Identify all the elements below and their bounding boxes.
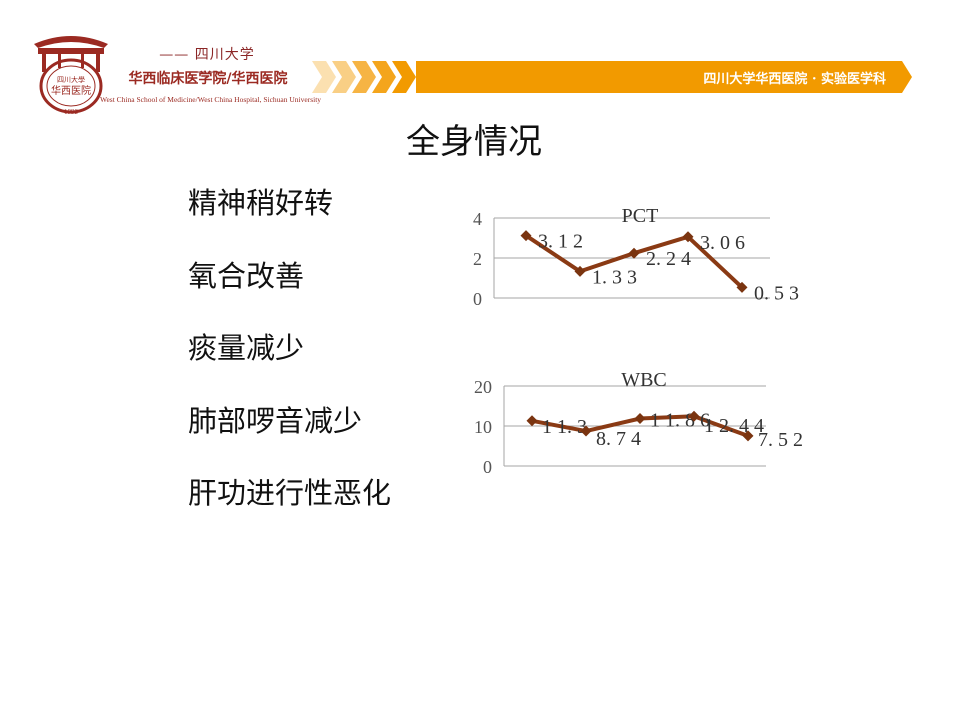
y-tick-label: 2 <box>473 249 482 269</box>
school-name-cn: 华西临床医学院/华西医院 <box>128 71 288 87</box>
data-label: 1 1. 8 6 <box>650 410 710 432</box>
data-point-marker <box>634 413 646 425</box>
data-label: 7. 5 2 <box>758 429 803 451</box>
data-label: 0. 5 3 <box>754 282 799 304</box>
slide-title: 全身情况 <box>406 122 542 162</box>
data-point-marker <box>628 247 640 259</box>
chart-title: PCT <box>622 205 659 227</box>
school-name-en: West China School of Medicine/West China… <box>100 95 322 104</box>
bullet-item: 痰量减少 <box>188 331 305 365</box>
svg-text:四川大學: 四川大學 <box>57 75 85 84</box>
banner-text: 四川大学华西医院 · 实验医学科 <box>703 72 886 87</box>
school-name-top: —— 四川大学 —— <box>159 47 255 80</box>
data-point-marker <box>736 281 748 293</box>
header-banner: 四川大学华西医院 · 实验医学科 <box>416 61 912 93</box>
bullet-item: 精神稍好转 <box>188 186 334 220</box>
logo-year: 1892 <box>64 108 79 116</box>
data-label: 3. 1 2 <box>538 231 583 253</box>
bullet-list: 精神稍好转 氧合改善 痰量减少 肺部啰音减少 肝功进行性恶化 <box>188 186 391 549</box>
bullet-item: 肝功进行性恶化 <box>188 476 392 510</box>
data-point-marker <box>520 230 532 242</box>
bullet-item: 肺部啰音减少 <box>188 403 363 438</box>
data-label: 1. 3 3 <box>592 266 637 288</box>
data-point-marker <box>742 430 754 442</box>
data-label: 8. 7 4 <box>596 428 641 450</box>
data-label: 1 1. 3 <box>542 416 587 438</box>
wbc-line-chart: 0 10 20 WBC 1 1. 3 8. 7 4 1 1. 8 61 2. 4 47. 5… <box>474 369 803 477</box>
pct-line-chart: 0 2 4 PCT 3. 1 2 1. 3 3 2. 2 4 3. 0 6 0. 5 3 <box>473 205 799 309</box>
data-label: 2. 2 4 <box>646 248 691 270</box>
data-point-marker <box>688 410 700 422</box>
logo-text: 华西医院 <box>51 84 91 97</box>
data-label: 3. 0 6 <box>700 232 745 254</box>
y-tick-label: 20 <box>474 377 492 397</box>
data-point-marker <box>682 231 694 243</box>
chevron-decoration-icon <box>312 61 416 93</box>
data-label: 1 2. 4 4 <box>704 415 764 437</box>
y-tick-label: 0 <box>473 289 482 309</box>
y-tick-label: 4 <box>473 209 482 229</box>
chart-title: WBC <box>621 369 667 391</box>
hospital-logo-icon: 四川大學 华西医院 1892 <box>34 36 108 116</box>
data-point-marker <box>526 415 538 427</box>
data-point-marker <box>574 265 586 277</box>
bullet-item: 氧合改善 <box>188 258 305 293</box>
y-tick-label: 0 <box>483 457 492 477</box>
data-point-marker <box>580 425 592 437</box>
y-tick-label: 10 <box>474 417 492 437</box>
